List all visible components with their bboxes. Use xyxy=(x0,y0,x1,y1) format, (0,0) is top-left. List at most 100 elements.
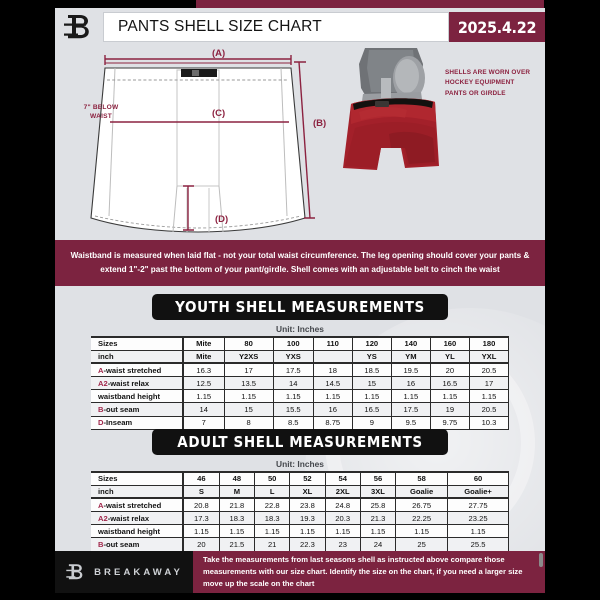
table-cell: 8.75 xyxy=(312,415,353,430)
row-key-letter: A xyxy=(98,500,104,510)
table-cell: 8 xyxy=(223,415,274,430)
table-cell: 19 xyxy=(429,402,470,417)
row-label: D-Inseam xyxy=(91,415,184,430)
table-cell: 23.25 xyxy=(447,511,509,526)
table-row: Sizes 46 48 50 52 54 56 58 60 xyxy=(91,470,509,486)
row-label: A2-waist relax xyxy=(91,511,184,526)
table-cell: 19.3 xyxy=(289,511,326,526)
table-cell: 58 xyxy=(395,470,449,486)
row-label: B-out seam xyxy=(91,402,184,417)
table-cell: 14.5 xyxy=(312,376,353,391)
table-cell: Goalie xyxy=(395,484,449,500)
table-cell: 18 xyxy=(312,362,353,378)
table-cell: 18.5 xyxy=(351,362,392,378)
row-label: B-out seam xyxy=(91,537,184,552)
table-cell: 140 xyxy=(390,335,431,351)
table-row: A2-waist relax 12.5 13.5 14 14.5 15 16 16.5 17 xyxy=(91,376,510,391)
table-cell: 1.15 xyxy=(468,389,510,404)
table-cell: 1.15 xyxy=(351,389,392,404)
table-cell: S xyxy=(182,484,220,500)
table-cell: 160 xyxy=(429,335,470,351)
adult-unit-label: Unit: Inches xyxy=(276,459,324,469)
table-cell: 24 xyxy=(359,537,397,552)
row-label: A2-waist relax xyxy=(91,376,184,391)
table-cell: 24.8 xyxy=(324,497,361,513)
table-cell: L xyxy=(254,484,291,500)
table-cell: 1.15 xyxy=(223,389,274,404)
table-cell: 27.75 xyxy=(447,497,509,513)
table-cell: 20 xyxy=(429,362,470,378)
table-cell: 7 xyxy=(182,415,225,430)
table-cell: Mite xyxy=(182,349,225,365)
table-cell: 18.3 xyxy=(254,511,291,526)
table-cell: 15.5 xyxy=(272,402,314,417)
table-cell: 16.3 xyxy=(182,362,225,378)
adult-section-title: ADULT SHELL MEASUREMENTS xyxy=(152,429,448,455)
table-cell: 110 xyxy=(312,335,353,351)
table-cell: 1.15 xyxy=(218,524,256,539)
table-cell: 22.8 xyxy=(254,497,291,513)
pants-technical-drawing xyxy=(90,55,315,233)
table-cell: 22.25 xyxy=(395,511,449,526)
row-key-letter: B xyxy=(98,405,104,415)
table-row: A2-waist relax 17.3 18.3 18.3 19.3 20.3 21.3 22… xyxy=(91,511,509,526)
table-cell: 16.5 xyxy=(351,402,392,417)
row-key-letter: A2 xyxy=(98,378,108,388)
table-cell: 1.15 xyxy=(447,524,509,539)
table-cell: M xyxy=(218,484,256,500)
table-cell: 1.15 xyxy=(312,389,353,404)
table-cell: 21.8 xyxy=(218,497,256,513)
table-cell: 1.15 xyxy=(254,524,291,539)
scroll-thumb[interactable] xyxy=(539,553,543,567)
table-cell: YXS xyxy=(272,349,314,365)
table-cell: 13.5 xyxy=(223,376,274,391)
table-cell: 17.3 xyxy=(182,511,220,526)
table-cell: Y2XS xyxy=(223,349,274,365)
row-key-letter: A2 xyxy=(98,513,108,523)
table-cell: 17.5 xyxy=(272,362,314,378)
table-cell: 1.15 xyxy=(395,524,449,539)
measurement-instructions-banner: Waistband is measured when laid flat - n… xyxy=(55,240,545,286)
table-row: inch S M L XL 2XL 3XL Goalie Goalie+ xyxy=(91,484,509,500)
table-row: A-waist stretched 20.8 21.8 22.8 23.8 24.8 25.… xyxy=(91,497,509,513)
table-cell: 1.15 xyxy=(390,389,431,404)
footer-logo: BREAKAWAY xyxy=(55,551,193,593)
table-cell: 22.3 xyxy=(289,537,326,552)
top-frame-strip xyxy=(196,0,544,9)
table-cell: 48 xyxy=(218,470,256,486)
measurement-diagram: (A) (C) (B) (D) 7" BELOW WAIST xyxy=(55,46,545,238)
table-cell: 56 xyxy=(359,470,397,486)
chart-footer: BREAKAWAY Take the measurements from las… xyxy=(55,551,545,593)
footer-instructions: Take the measurements from last seasons … xyxy=(193,551,545,593)
table-cell: 14 xyxy=(272,376,314,391)
table-cell: 19.5 xyxy=(390,362,431,378)
table-cell: 9.5 xyxy=(390,415,431,430)
youth-table-body: Sizes Mite 80 100 110 120 140 160 180 inch Mite Y2X… xyxy=(91,335,510,430)
table-cell: 25 xyxy=(395,537,449,552)
table-cell: 17.5 xyxy=(390,402,431,417)
table-row: inch Mite Y2XS YXS YS YM YL YXL xyxy=(91,349,510,365)
chart-sheet: PANTS SHELL SIZE CHART 2025.4.22 xyxy=(55,8,545,593)
table-cell: 9.75 xyxy=(429,415,470,430)
table-cell: 16 xyxy=(390,376,431,391)
dimension-label-a: (A) xyxy=(212,48,226,59)
footer-brand-name: BREAKAWAY xyxy=(94,566,183,578)
row-label: A-waist stretched xyxy=(91,362,184,378)
table-cell: 10.3 xyxy=(468,415,510,430)
table-cell: 50 xyxy=(254,470,291,486)
chart-header: PANTS SHELL SIZE CHART 2025.4.22 xyxy=(55,8,545,46)
row-label: waistband height xyxy=(91,524,184,539)
table-cell: 60 xyxy=(447,470,509,486)
table-cell: 20.5 xyxy=(468,362,510,378)
table-cell: 17 xyxy=(468,376,510,391)
table-cell: 1.15 xyxy=(429,389,470,404)
table-cell: YL xyxy=(429,349,470,365)
row-label: A-waist stretched xyxy=(91,497,184,513)
table-cell: 100 xyxy=(272,335,314,351)
table-cell: 18.3 xyxy=(218,511,256,526)
table-row: A-waist stretched 16.3 17 17.5 18 18.5 19.5 20 2… xyxy=(91,362,510,378)
table-cell: 15 xyxy=(351,376,392,391)
dimension-label-c: (C) xyxy=(212,108,226,119)
table-row: Sizes Mite 80 100 110 120 140 160 180 xyxy=(91,335,510,351)
